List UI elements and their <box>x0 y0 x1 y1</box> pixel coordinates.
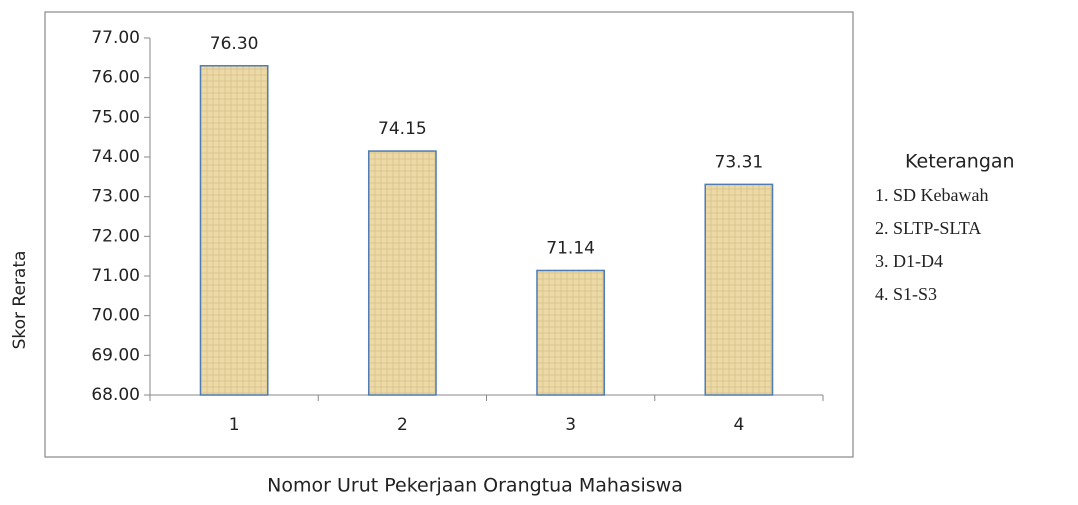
bar <box>199 65 269 396</box>
y-tick-label: 69.00 <box>91 345 140 365</box>
legend-title: Keterangan <box>905 151 1015 173</box>
x-tick-label: 4 <box>733 415 744 435</box>
x-axis-label: Nomor Urut Pekerjaan Orangtua Mahasiswa <box>267 475 683 497</box>
y-tick-label: 77.00 <box>91 28 140 48</box>
value-label: 73.31 <box>715 152 764 172</box>
legend-item: 4. S1-S3 <box>875 284 937 304</box>
y-tick-label: 68.00 <box>91 385 140 405</box>
y-tick-label: 75.00 <box>91 107 140 127</box>
value-label: 74.15 <box>378 119 427 139</box>
y-tick-label: 70.00 <box>91 306 140 326</box>
bar <box>536 269 606 396</box>
legend-item: 3. D1-D4 <box>875 251 943 271</box>
y-tick-label: 74.00 <box>91 147 140 167</box>
x-tick-label: 3 <box>565 415 576 435</box>
y-tick-label: 76.00 <box>91 68 140 88</box>
y-tick-label: 73.00 <box>91 187 140 207</box>
bar <box>704 183 774 396</box>
x-tick-label: 1 <box>229 415 240 435</box>
value-label: 76.30 <box>210 34 259 54</box>
legend-item: 2. SLTP-SLTA <box>875 218 981 238</box>
legend-item: 1. SD Kebawah <box>875 185 988 205</box>
y-tick-label: 72.00 <box>91 226 140 246</box>
value-label: 71.14 <box>546 238 595 258</box>
y-tick-label: 71.00 <box>91 266 140 286</box>
bar <box>367 150 437 396</box>
x-tick-label: 2 <box>397 415 408 435</box>
y-axis-label: Skor Rerata <box>10 251 30 350</box>
